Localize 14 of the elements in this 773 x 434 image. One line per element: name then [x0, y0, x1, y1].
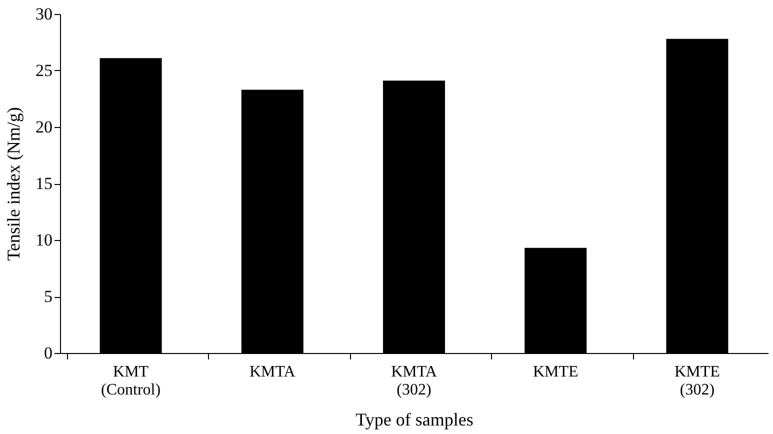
y-tick-label: 20: [36, 118, 52, 136]
y-axis-title: Tensile index (Nm/g): [4, 107, 24, 261]
y-tick-label: 30: [36, 4, 52, 24]
x-axis-title: Type of samples: [356, 410, 474, 430]
x-tick-label: KMTE (302): [674, 364, 720, 398]
y-tick-label: 15: [36, 174, 52, 193]
x-tick-label: KMT (Control): [101, 364, 161, 398]
y-tick-label: 25: [36, 61, 52, 80]
y-tick-label: 0: [44, 344, 52, 362]
x-tick-label: KMTA: [249, 364, 296, 380]
x-tick-label: KMTE: [532, 364, 578, 380]
y-tick-label: 10: [36, 230, 52, 250]
y-tick-label: 5: [44, 287, 52, 306]
x-tick-label: KMTA (302): [391, 364, 438, 398]
